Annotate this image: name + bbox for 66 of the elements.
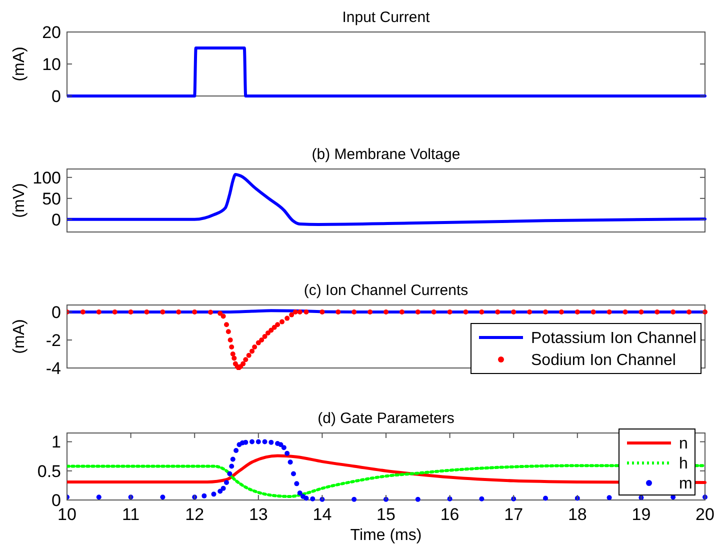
y-tick-label: -2 <box>46 330 61 350</box>
y-tick-label: 20 <box>42 22 61 42</box>
point <box>479 496 484 502</box>
point <box>294 481 300 486</box>
point <box>304 496 309 501</box>
x-tick-label: 14 <box>312 505 332 524</box>
point <box>543 496 548 501</box>
point <box>211 492 216 497</box>
y-tick-label: 0 <box>52 86 61 106</box>
point <box>202 493 207 498</box>
chart-title: (b) Membrane Voltage <box>312 146 460 163</box>
x-axis-title: Time (ms) <box>350 527 422 544</box>
point <box>229 464 234 469</box>
x-tick-label: 17 <box>504 505 524 524</box>
x-tick-label: 18 <box>568 505 587 524</box>
legend-label: Sodium Ion Channel <box>531 352 676 370</box>
point <box>243 440 248 445</box>
point <box>224 480 229 486</box>
point <box>250 439 255 444</box>
point <box>297 490 302 496</box>
y-tick-label: 0 <box>52 490 61 510</box>
legend-label: n <box>679 436 688 453</box>
point <box>284 450 290 456</box>
point <box>352 496 357 502</box>
point <box>290 471 296 476</box>
point <box>262 439 268 444</box>
point <box>415 496 420 502</box>
point <box>227 471 232 476</box>
chart-title: (d) Gate Parameters <box>318 410 454 427</box>
legend-label: m <box>679 476 692 493</box>
x-tick-label: 20 <box>696 505 714 524</box>
point <box>220 486 226 491</box>
y-tick-label: 100 <box>32 168 61 188</box>
y-tick-label: 0 <box>52 210 61 230</box>
y-tick-label: 10 <box>42 54 61 74</box>
x-tick-label: 12 <box>185 505 204 524</box>
point <box>310 496 316 502</box>
point <box>256 439 261 444</box>
point <box>218 488 223 494</box>
y-axis-title: (mA) <box>11 319 28 354</box>
legend-label: Potassium Ion Channel <box>531 330 696 348</box>
y-tick-label: -4 <box>46 358 61 378</box>
line-series <box>67 172 706 226</box>
point <box>281 445 286 450</box>
point <box>230 456 236 462</box>
chart-title: Input Current <box>342 9 431 26</box>
x-tick-label: 19 <box>632 505 651 524</box>
x-tick-label: 15 <box>376 505 396 524</box>
point <box>606 495 612 500</box>
y-tick-label: 0.5 <box>37 462 61 481</box>
chart-title: (c) Ion Channel Currents <box>304 282 468 299</box>
point <box>234 448 239 453</box>
y-axis-title: (mA) <box>11 46 28 82</box>
point <box>288 460 293 465</box>
x-tick-label: 13 <box>248 505 268 524</box>
x-tick-label: 16 <box>440 505 460 524</box>
y-axis-title: (mV) <box>11 183 28 218</box>
x-tick-label: 11 <box>122 505 140 524</box>
y-tick-label: 50 <box>42 189 61 208</box>
point <box>96 494 102 500</box>
legend-label: h <box>679 456 688 473</box>
y-tick-label: 0 <box>52 302 61 322</box>
point <box>278 442 284 448</box>
y-tick-label: 1 <box>52 432 61 452</box>
point <box>160 494 166 500</box>
point <box>268 440 274 445</box>
